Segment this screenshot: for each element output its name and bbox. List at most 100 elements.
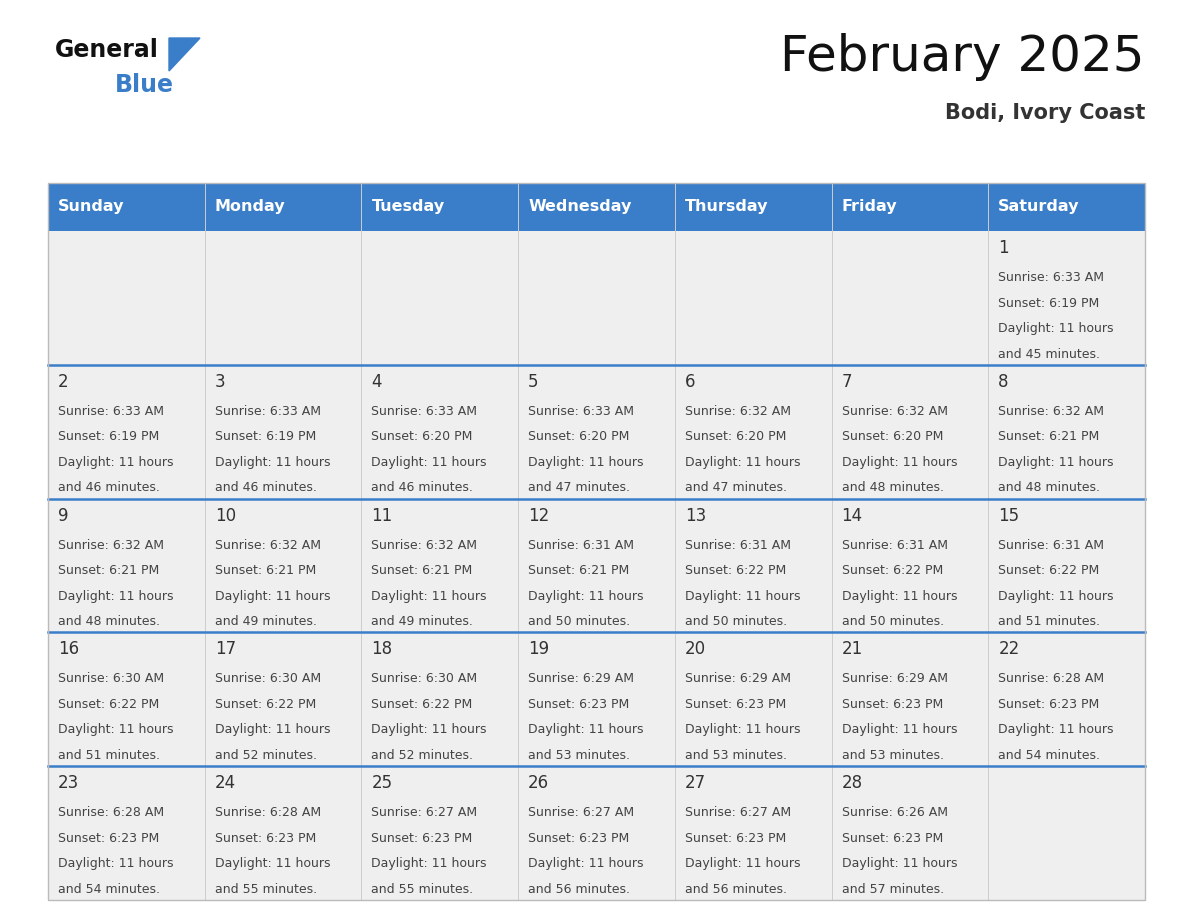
Text: Daylight: 11 hours: Daylight: 11 hours: [684, 723, 801, 736]
Bar: [204, 364, 361, 498]
Text: 23: 23: [58, 774, 80, 792]
Bar: [988, 364, 1145, 498]
Bar: [832, 767, 988, 900]
Text: Daylight: 11 hours: Daylight: 11 hours: [58, 456, 173, 469]
Text: and 47 minutes.: and 47 minutes.: [684, 481, 786, 494]
Polygon shape: [169, 38, 200, 71]
Text: 24: 24: [215, 774, 236, 792]
Text: 14: 14: [841, 507, 862, 524]
Text: and 46 minutes.: and 46 minutes.: [215, 481, 316, 494]
Text: Sunset: 6:22 PM: Sunset: 6:22 PM: [684, 564, 786, 577]
Text: Sunrise: 6:29 AM: Sunrise: 6:29 AM: [684, 672, 791, 686]
Bar: [48, 183, 1145, 900]
Text: Daylight: 11 hours: Daylight: 11 hours: [841, 456, 958, 469]
Text: Sunrise: 6:30 AM: Sunrise: 6:30 AM: [58, 672, 164, 686]
Text: Wednesday: Wednesday: [529, 199, 632, 215]
Text: Daylight: 11 hours: Daylight: 11 hours: [841, 723, 958, 736]
Text: Monday: Monday: [215, 199, 285, 215]
Text: and 54 minutes.: and 54 minutes.: [998, 749, 1100, 762]
Text: Daylight: 11 hours: Daylight: 11 hours: [684, 456, 801, 469]
Text: Sunset: 6:19 PM: Sunset: 6:19 PM: [58, 431, 159, 443]
Bar: [988, 633, 1145, 767]
Bar: [518, 767, 675, 900]
Bar: [675, 231, 832, 364]
Bar: [832, 231, 988, 364]
Text: 18: 18: [372, 641, 392, 658]
Bar: [361, 231, 518, 364]
Bar: [675, 633, 832, 767]
Text: Sunset: 6:23 PM: Sunset: 6:23 PM: [58, 832, 159, 845]
Bar: [518, 231, 675, 364]
Text: Daylight: 11 hours: Daylight: 11 hours: [372, 456, 487, 469]
Bar: [48, 183, 204, 231]
Text: Daylight: 11 hours: Daylight: 11 hours: [841, 857, 958, 870]
Text: Sunrise: 6:32 AM: Sunrise: 6:32 AM: [372, 539, 478, 552]
Text: Daylight: 11 hours: Daylight: 11 hours: [998, 723, 1114, 736]
Text: Daylight: 11 hours: Daylight: 11 hours: [998, 589, 1114, 602]
Text: Saturday: Saturday: [998, 199, 1080, 215]
Bar: [832, 633, 988, 767]
Text: Sunset: 6:20 PM: Sunset: 6:20 PM: [684, 431, 786, 443]
Text: and 52 minutes.: and 52 minutes.: [372, 749, 474, 762]
Bar: [204, 767, 361, 900]
Text: Sunrise: 6:27 AM: Sunrise: 6:27 AM: [684, 806, 791, 819]
Text: Sunrise: 6:32 AM: Sunrise: 6:32 AM: [998, 405, 1105, 418]
Text: and 46 minutes.: and 46 minutes.: [58, 481, 160, 494]
Text: Sunrise: 6:33 AM: Sunrise: 6:33 AM: [998, 271, 1105, 284]
Text: Sunrise: 6:31 AM: Sunrise: 6:31 AM: [841, 539, 948, 552]
Text: Sunset: 6:21 PM: Sunset: 6:21 PM: [215, 564, 316, 577]
Text: Sunrise: 6:31 AM: Sunrise: 6:31 AM: [998, 539, 1105, 552]
Text: Sunset: 6:22 PM: Sunset: 6:22 PM: [998, 564, 1100, 577]
Text: and 47 minutes.: and 47 minutes.: [529, 481, 630, 494]
Bar: [518, 498, 675, 633]
Text: and 54 minutes.: and 54 minutes.: [58, 883, 160, 896]
Text: and 53 minutes.: and 53 minutes.: [841, 749, 943, 762]
Text: Sunset: 6:22 PM: Sunset: 6:22 PM: [58, 698, 159, 711]
Text: Sunrise: 6:30 AM: Sunrise: 6:30 AM: [215, 672, 321, 686]
Text: Sunset: 6:22 PM: Sunset: 6:22 PM: [372, 698, 473, 711]
Text: Sunrise: 6:33 AM: Sunrise: 6:33 AM: [529, 405, 634, 418]
Bar: [988, 767, 1145, 900]
Text: Sunset: 6:21 PM: Sunset: 6:21 PM: [529, 564, 630, 577]
Text: 17: 17: [215, 641, 236, 658]
Text: Sunday: Sunday: [58, 199, 125, 215]
Text: and 49 minutes.: and 49 minutes.: [215, 615, 316, 628]
Bar: [361, 633, 518, 767]
Text: General: General: [55, 38, 159, 62]
Text: Sunset: 6:21 PM: Sunset: 6:21 PM: [58, 564, 159, 577]
Bar: [988, 183, 1145, 231]
Text: Sunrise: 6:33 AM: Sunrise: 6:33 AM: [215, 405, 321, 418]
Text: Sunset: 6:19 PM: Sunset: 6:19 PM: [998, 297, 1100, 309]
Text: Sunset: 6:22 PM: Sunset: 6:22 PM: [215, 698, 316, 711]
Text: Daylight: 11 hours: Daylight: 11 hours: [215, 456, 330, 469]
Text: 2: 2: [58, 373, 69, 391]
Bar: [518, 183, 675, 231]
Text: and 50 minutes.: and 50 minutes.: [529, 615, 631, 628]
Bar: [361, 498, 518, 633]
Text: 28: 28: [841, 774, 862, 792]
Text: and 48 minutes.: and 48 minutes.: [998, 481, 1100, 494]
Text: Sunset: 6:22 PM: Sunset: 6:22 PM: [841, 564, 943, 577]
Text: Daylight: 11 hours: Daylight: 11 hours: [58, 723, 173, 736]
Text: Daylight: 11 hours: Daylight: 11 hours: [372, 723, 487, 736]
Text: and 57 minutes.: and 57 minutes.: [841, 883, 943, 896]
Text: Sunrise: 6:26 AM: Sunrise: 6:26 AM: [841, 806, 948, 819]
Text: Sunrise: 6:29 AM: Sunrise: 6:29 AM: [529, 672, 634, 686]
Text: Daylight: 11 hours: Daylight: 11 hours: [529, 589, 644, 602]
Text: 26: 26: [529, 774, 549, 792]
Bar: [675, 767, 832, 900]
Text: Sunset: 6:23 PM: Sunset: 6:23 PM: [215, 832, 316, 845]
Bar: [832, 364, 988, 498]
Text: and 52 minutes.: and 52 minutes.: [215, 749, 317, 762]
Text: and 53 minutes.: and 53 minutes.: [684, 749, 786, 762]
Bar: [48, 231, 204, 364]
Bar: [361, 767, 518, 900]
Text: Blue: Blue: [115, 73, 173, 97]
Text: Sunset: 6:20 PM: Sunset: 6:20 PM: [841, 431, 943, 443]
Bar: [48, 498, 204, 633]
Text: Sunset: 6:21 PM: Sunset: 6:21 PM: [372, 564, 473, 577]
Text: and 50 minutes.: and 50 minutes.: [841, 615, 943, 628]
Text: Daylight: 11 hours: Daylight: 11 hours: [58, 857, 173, 870]
Text: Sunrise: 6:32 AM: Sunrise: 6:32 AM: [684, 405, 791, 418]
Text: Sunset: 6:21 PM: Sunset: 6:21 PM: [998, 431, 1100, 443]
